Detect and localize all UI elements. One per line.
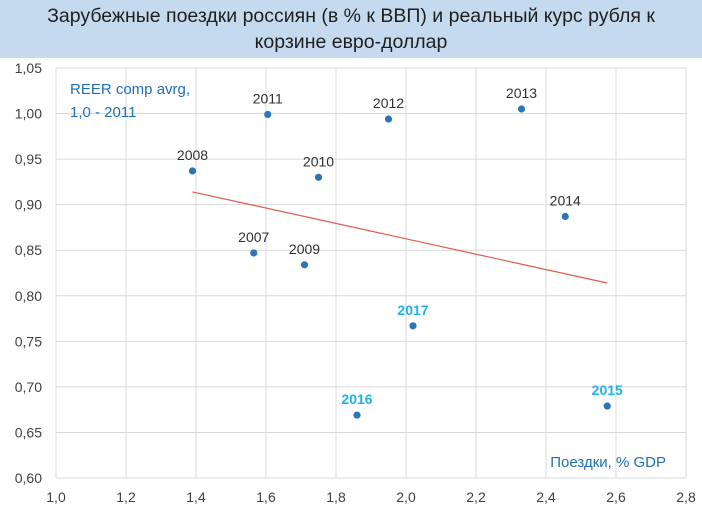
- data-point-2010: [314, 173, 323, 181]
- x-tick-label: 2,6: [606, 489, 626, 505]
- point-labels-layer: 2007 2008 2009 2010 2011 2012 2013 2014 2015 2016…: [177, 85, 623, 407]
- x-tick-label: 1,2: [116, 489, 136, 505]
- data-point-2007: [250, 249, 258, 257]
- y-tick-label: 0,95: [15, 151, 42, 167]
- point-label-2017: 2017: [397, 302, 428, 318]
- data-point-2012: [384, 115, 393, 123]
- grid: [55, 67, 687, 479]
- data-point-2017: [409, 322, 417, 330]
- y-tick-label: 0,85: [15, 242, 42, 258]
- x-axis-label: Поездки, % GDP: [550, 454, 666, 471]
- y-tick-label: 0,60: [15, 470, 42, 486]
- y-tick-label: 0,70: [15, 379, 42, 395]
- trendline-layer: [192, 191, 608, 284]
- x-tick-label: 2,8: [676, 489, 696, 505]
- y-tick-label: 0,80: [15, 288, 42, 304]
- tick-labels-layer: 1,0 1,2 1,4 1,6 1,8 2,0 2,2 2,4 2,6 2,8 0,60 0,65 0,…: [15, 60, 696, 505]
- y-tick-label: 1,05: [15, 60, 42, 76]
- data-point-2008: [188, 167, 197, 175]
- y-tick-label: 0,75: [15, 333, 42, 349]
- point-label-2010: 2010: [303, 153, 334, 169]
- x-tick-label: 1,0: [46, 489, 66, 505]
- data-point-2015: [603, 402, 611, 410]
- point-label-2016: 2016: [341, 391, 372, 407]
- point-label-2012: 2012: [373, 95, 404, 111]
- data-point-2014: [561, 212, 569, 221]
- y-axis-label-line2: 1,0 - 2011: [70, 104, 136, 121]
- y-tick-label: 1,00: [15, 106, 42, 122]
- x-tick-label: 2,2: [466, 489, 486, 505]
- data-point-2016: [353, 411, 361, 419]
- y-tick-label: 0,90: [15, 197, 42, 213]
- data-point-2009: [300, 261, 309, 269]
- y-axis-label-line1: REER comp avrg,: [70, 81, 190, 98]
- x-tick-label: 1,4: [186, 489, 206, 505]
- data-point-2011: [264, 110, 272, 119]
- point-label-2015: 2015: [592, 382, 623, 398]
- point-label-2008: 2008: [177, 147, 208, 163]
- data-point-2013: [517, 105, 526, 113]
- y-tick-label: 0,65: [15, 424, 42, 440]
- trendline: [192, 191, 608, 284]
- point-label-2011: 2011: [253, 90, 283, 106]
- chart-title-box: Зарубежные поездки россиян (в % к ВВП) и…: [0, 0, 702, 58]
- chart-title-line1: Зарубежные поездки россиян (в % к ВВП) и…: [47, 5, 655, 27]
- x-tick-label: 1,6: [256, 489, 276, 505]
- point-label-2009: 2009: [289, 241, 320, 257]
- x-tick-label: 2,0: [396, 489, 416, 505]
- point-label-2013: 2013: [506, 85, 537, 101]
- point-label-2007: 2007: [238, 229, 269, 245]
- x-tick-label: 2,4: [536, 489, 556, 505]
- points-layer: [188, 105, 611, 419]
- x-tick-label: 1,8: [326, 489, 346, 505]
- chart-title-line2: корзине евро-доллар: [254, 31, 448, 53]
- point-label-2014: 2014: [550, 193, 581, 209]
